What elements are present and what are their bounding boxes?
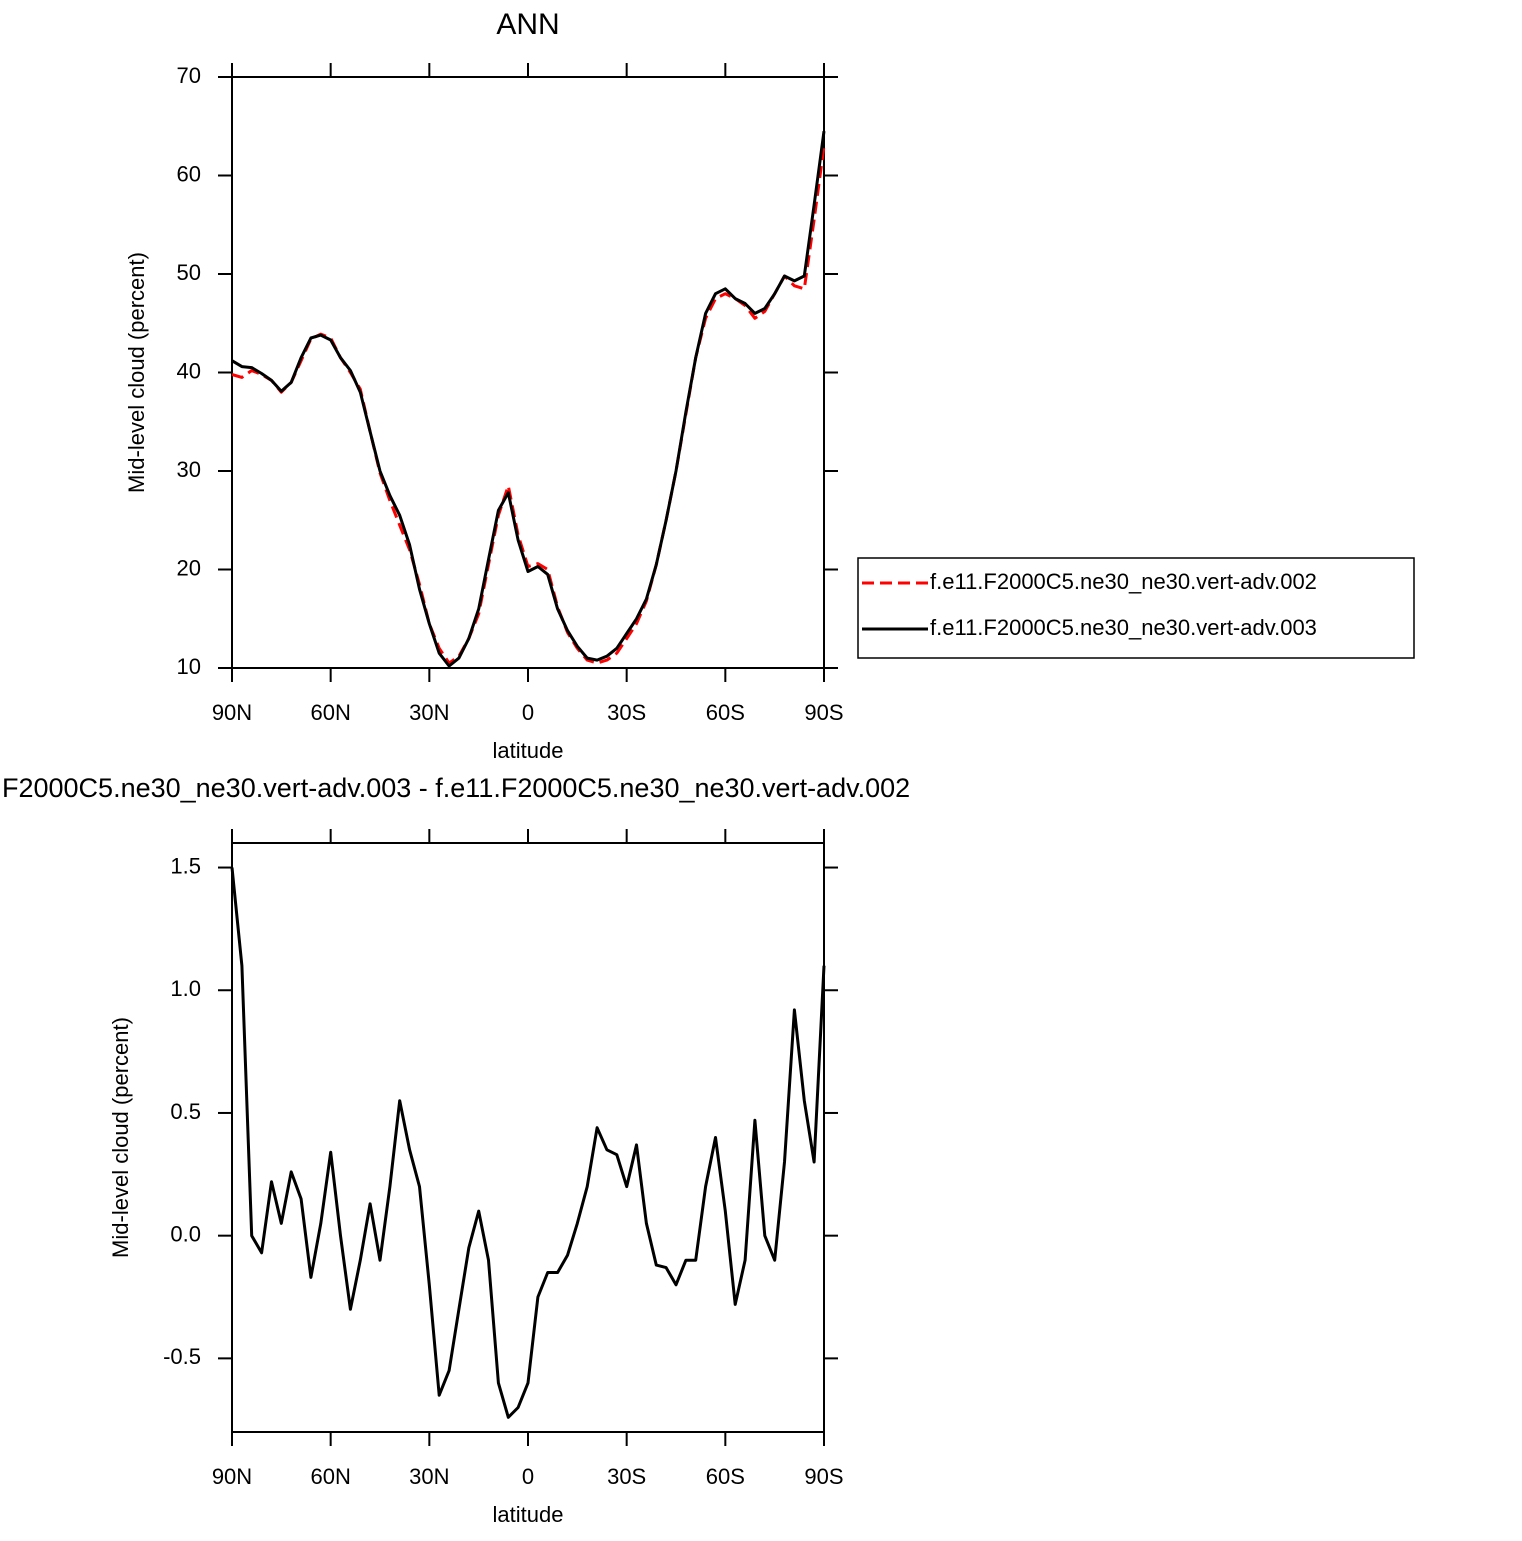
plot-frame bbox=[231, 76, 825, 669]
y-tick-label: 1.5 bbox=[170, 853, 201, 878]
x-axis-label: latitude bbox=[493, 738, 564, 763]
y-tick-label: 0.0 bbox=[170, 1221, 201, 1246]
y-axis-label: Mid-level cloud (percent) bbox=[108, 1017, 133, 1258]
chart-title: ANN bbox=[496, 8, 559, 41]
x-tick-label: 0 bbox=[522, 1464, 534, 1489]
y-tick-label: 1.0 bbox=[170, 976, 201, 1001]
y-tick-label: 70 bbox=[177, 63, 201, 88]
data-line bbox=[230, 867, 826, 1419]
x-tick-label: 30S bbox=[607, 1464, 646, 1489]
x-tick-label: 90N bbox=[212, 700, 252, 725]
plot-frame bbox=[231, 842, 825, 1433]
legend-label: f.e11.F2000C5.ne30_ne30.vert-adv.002 bbox=[930, 569, 1317, 594]
data-line bbox=[231, 145, 826, 665]
x-tick-label: 60S bbox=[706, 700, 745, 725]
x-tick-label: 60S bbox=[706, 1464, 745, 1489]
y-tick-label: 50 bbox=[177, 260, 201, 285]
y-tick-label: 10 bbox=[177, 654, 201, 679]
legend-box bbox=[857, 557, 1415, 659]
y-tick-label: 20 bbox=[177, 555, 201, 580]
x-tick-label: 30N bbox=[409, 700, 449, 725]
x-tick-label: 90S bbox=[804, 700, 843, 725]
x-tick-label: 0 bbox=[522, 700, 534, 725]
x-tick-label: 90N bbox=[212, 1464, 252, 1489]
x-tick-label: 30S bbox=[607, 700, 646, 725]
y-axis-label: Mid-level cloud (percent) bbox=[124, 252, 149, 493]
legend-label: f.e11.F2000C5.ne30_ne30.vert-adv.003 bbox=[930, 615, 1317, 640]
chart-title: F2000C5.ne30_ne30.vert-adv.003 - f.e11.F… bbox=[2, 773, 910, 803]
x-tick-label: 60N bbox=[310, 700, 350, 725]
x-tick-label: 90S bbox=[804, 1464, 843, 1489]
y-tick-label: 30 bbox=[177, 457, 201, 482]
x-tick-label: 30N bbox=[409, 1464, 449, 1489]
y-tick-label: 0.5 bbox=[170, 1099, 201, 1124]
y-tick-label: -0.5 bbox=[163, 1344, 201, 1369]
y-tick-label: 40 bbox=[177, 358, 201, 383]
x-tick-label: 60N bbox=[310, 1464, 350, 1489]
x-axis-label: latitude bbox=[493, 1502, 564, 1527]
data-line bbox=[231, 131, 826, 668]
y-tick-label: 60 bbox=[177, 161, 201, 186]
